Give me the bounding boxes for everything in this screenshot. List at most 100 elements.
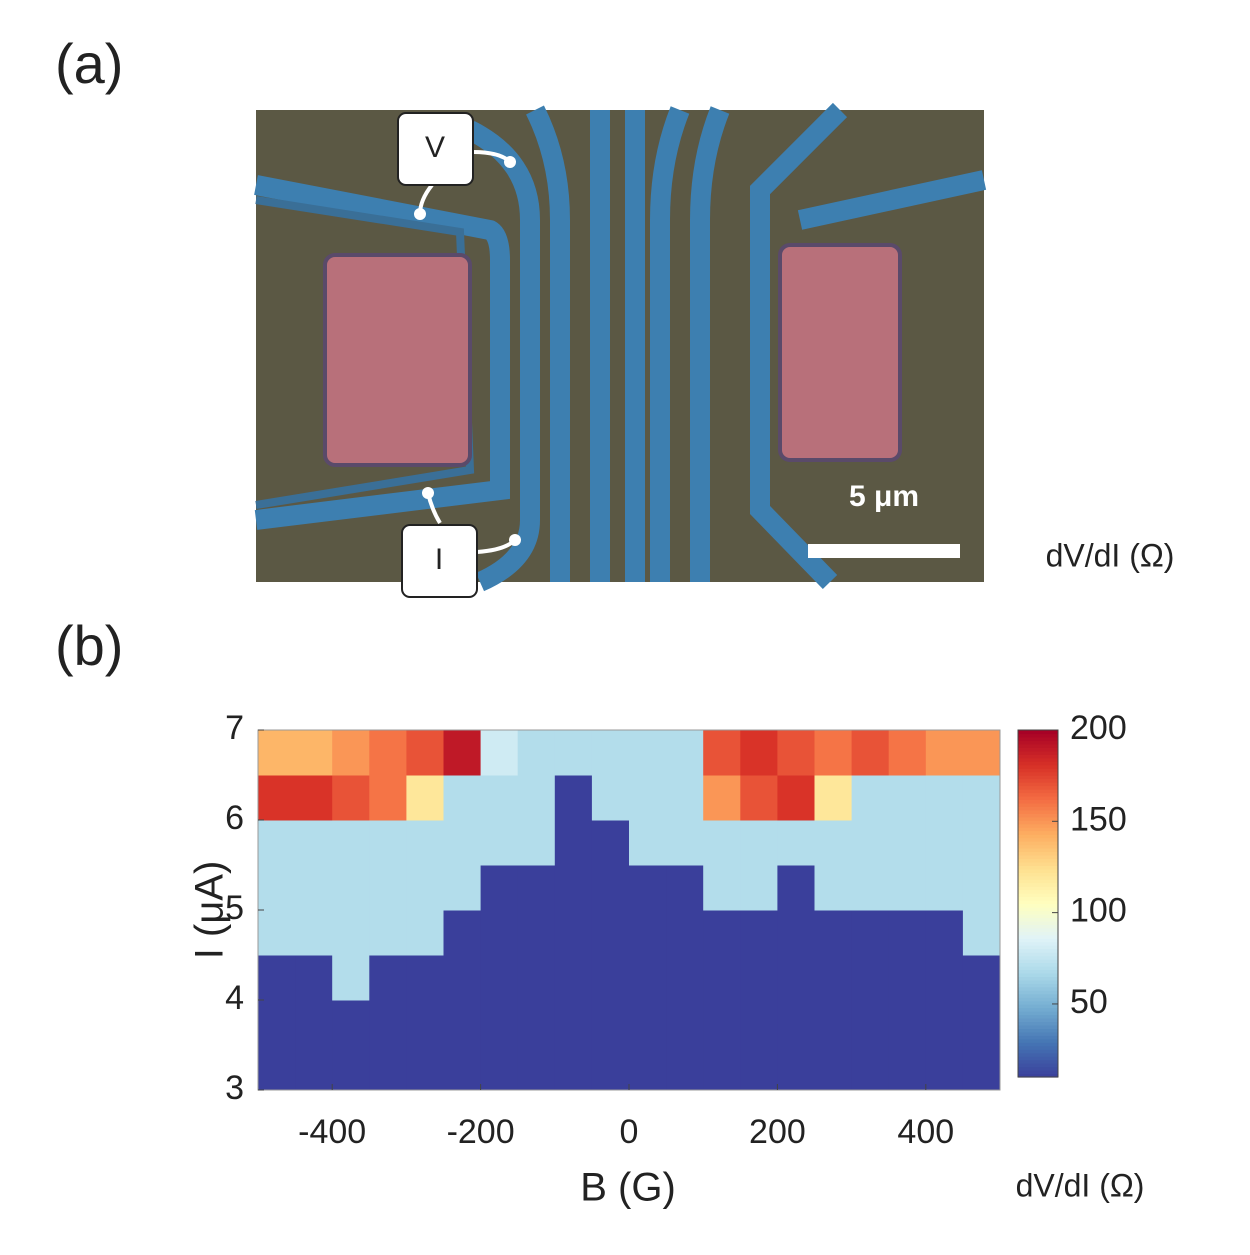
colorbar-step bbox=[1018, 847, 1058, 853]
colorbar-step bbox=[1018, 851, 1058, 856]
heatmap-cell bbox=[258, 820, 296, 866]
colorbar-step bbox=[1018, 768, 1058, 773]
heatmap-cell bbox=[740, 775, 778, 821]
heatmap-cell bbox=[851, 775, 890, 821]
heatmap-cell bbox=[332, 1000, 370, 1046]
colorbar-step bbox=[1018, 813, 1058, 818]
heatmap-cell bbox=[443, 910, 482, 956]
x-tick-label: 200 bbox=[749, 1113, 806, 1151]
heatmap-cell bbox=[591, 820, 630, 866]
colorbar-step bbox=[1018, 1000, 1058, 1005]
colorbar-step bbox=[1018, 761, 1058, 766]
heatmap-cell bbox=[777, 1045, 815, 1091]
heatmap-cell bbox=[777, 955, 815, 1001]
heatmap-cell bbox=[517, 865, 556, 911]
heatmap-cell bbox=[629, 1000, 667, 1046]
heatmap-cell bbox=[851, 955, 890, 1001]
heatmap-cell bbox=[369, 775, 407, 821]
heatmap-cell bbox=[962, 1000, 1001, 1046]
colorbar-step bbox=[1018, 872, 1058, 877]
heatmap-cell bbox=[888, 775, 927, 821]
heatmap-cell bbox=[332, 730, 370, 776]
heatmap-cell bbox=[591, 1000, 630, 1046]
colorbar-step bbox=[1018, 927, 1058, 932]
colorbar-step bbox=[1018, 865, 1058, 870]
heatmap-cell bbox=[851, 1000, 890, 1046]
heatmap-cell bbox=[814, 820, 853, 866]
heatmap-cell bbox=[666, 1000, 704, 1046]
heatmap-cell bbox=[480, 775, 519, 821]
colorbar-step bbox=[1018, 799, 1058, 804]
heatmap-cell bbox=[888, 730, 927, 776]
y-tick-label: 6 bbox=[225, 799, 244, 837]
heatmap-cell bbox=[295, 865, 333, 911]
heatmap-cell bbox=[925, 865, 964, 911]
colorbar-step bbox=[1018, 1011, 1058, 1016]
heatmap-cell bbox=[666, 775, 704, 821]
heatmap-cell bbox=[369, 955, 407, 1001]
heatmap-cell bbox=[480, 730, 519, 776]
heatmap-cell bbox=[517, 730, 556, 776]
heatmap-cell bbox=[517, 1000, 556, 1046]
colorbar-step bbox=[1018, 979, 1058, 984]
heatmap-cell bbox=[258, 865, 296, 911]
heatmap-cell bbox=[295, 955, 333, 1001]
colorbar-step bbox=[1018, 778, 1058, 783]
colorbar-step bbox=[1018, 841, 1058, 846]
colorbar-step bbox=[1018, 771, 1058, 776]
colorbar-step bbox=[1018, 820, 1058, 825]
colorbar-tick-label: 200 bbox=[1070, 709, 1127, 747]
heatmap-cell bbox=[703, 775, 741, 821]
heatmap-cell bbox=[814, 1000, 853, 1046]
colorbar-step bbox=[1018, 785, 1058, 790]
heatmap-cell bbox=[777, 910, 815, 956]
heatmap-cell bbox=[740, 730, 778, 776]
heatmap-cell bbox=[591, 865, 630, 911]
heatmap-cell bbox=[814, 865, 853, 911]
heatmap-cell bbox=[258, 730, 296, 776]
heatmap-cell bbox=[295, 820, 333, 866]
colorbar-step bbox=[1018, 823, 1058, 828]
colorbar-step bbox=[1018, 1056, 1058, 1061]
probe-label: I bbox=[435, 543, 443, 576]
heatmap-cell bbox=[295, 775, 333, 821]
heatmap-cell bbox=[480, 820, 519, 866]
colorbar-step bbox=[1018, 733, 1058, 738]
y-tick-label: 4 bbox=[225, 979, 244, 1017]
colorbar-step bbox=[1018, 868, 1058, 873]
heatmap-cell bbox=[962, 955, 1001, 1001]
heatmap-cell bbox=[295, 730, 333, 776]
heatmap-cell bbox=[666, 1045, 704, 1091]
colorbar-step bbox=[1018, 1014, 1058, 1019]
heatmap-cell bbox=[962, 1045, 1001, 1091]
colorbar-step bbox=[1018, 1059, 1058, 1064]
heatmap-cell bbox=[406, 1045, 444, 1091]
colorbar-step bbox=[1018, 792, 1058, 797]
heatmap-cell bbox=[777, 730, 815, 776]
heatmap-cell bbox=[888, 820, 927, 866]
heatmap-cell bbox=[740, 1045, 778, 1091]
colorbar-step bbox=[1018, 969, 1058, 974]
heatmap-cell bbox=[962, 865, 1001, 911]
colorbar-step bbox=[1018, 1052, 1058, 1057]
y-tick-label: 7 bbox=[225, 709, 244, 747]
heatmap-cell bbox=[888, 1045, 927, 1091]
heatmap-cell bbox=[703, 1045, 741, 1091]
heatmap-cell bbox=[369, 730, 407, 776]
colorbar-step bbox=[1018, 782, 1058, 787]
heatmap: -400 -200 0 200 400 3 4 5 6 7 50 100 150 200 bbox=[225, 709, 1127, 1151]
colorbar-step bbox=[1018, 893, 1058, 898]
colorbar-step bbox=[1018, 983, 1058, 988]
colorbar-step bbox=[1018, 952, 1058, 957]
heatmap-cell bbox=[517, 775, 556, 821]
heatmap-cell bbox=[888, 910, 927, 956]
colorbar-step bbox=[1018, 743, 1058, 748]
colorbar-step bbox=[1018, 809, 1058, 814]
colorbar-step bbox=[1018, 976, 1058, 981]
heatmap-cell bbox=[443, 775, 482, 821]
heatmap-cell bbox=[443, 730, 482, 776]
heatmap-cell bbox=[406, 865, 444, 911]
heatmap-cell bbox=[814, 955, 853, 1001]
colorbar-step bbox=[1018, 1049, 1058, 1054]
heatmap-cell bbox=[851, 730, 890, 776]
